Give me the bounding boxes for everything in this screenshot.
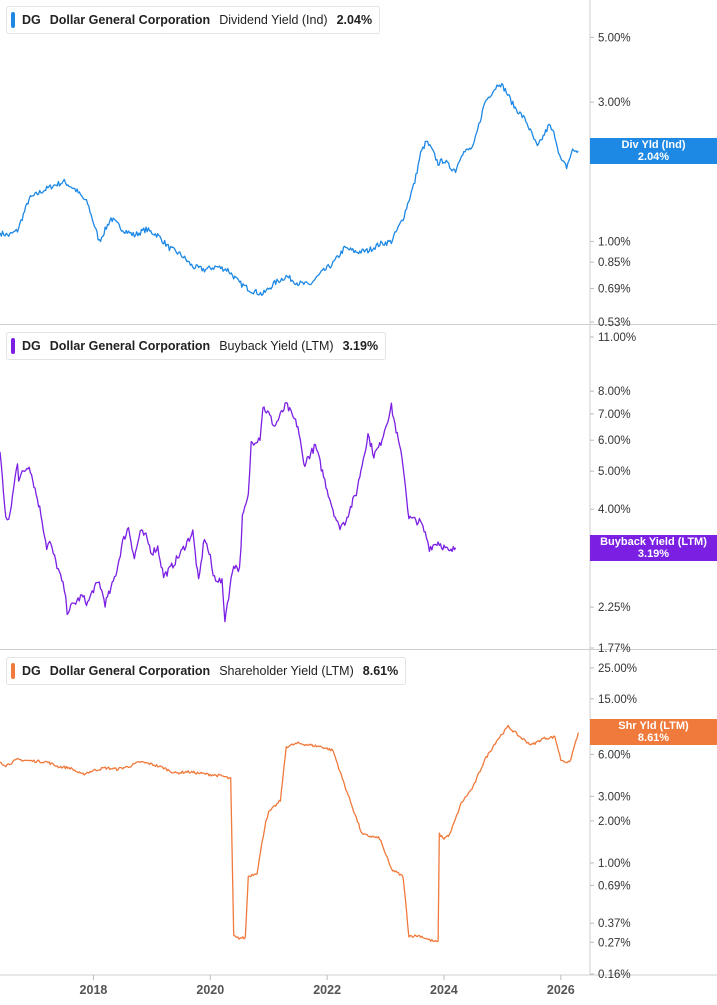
y-tick-label: 1.00% [598, 236, 631, 248]
y-tick-label: 0.85% [598, 257, 631, 269]
y-tick-label: 11.00% [598, 332, 636, 344]
series-line [0, 401, 457, 623]
legend-value: 3.19% [342, 339, 379, 353]
legend-swatch [11, 12, 15, 28]
legend-ticker: DG [22, 664, 41, 678]
y-tick-label: 6.00% [598, 749, 631, 761]
y-tick-label: 0.53% [598, 317, 631, 329]
legend-ticker: DG [22, 13, 41, 27]
legend-value: 2.04% [336, 13, 373, 27]
x-tick-label: 2026 [547, 983, 575, 997]
tag-label: Div Yld (Ind) [621, 139, 686, 152]
legend-buyback-yield: DG Dollar General Corporation Buyback Yi… [6, 332, 387, 360]
legend-metric: Dividend Yield (Ind) [219, 13, 328, 27]
y-tick-label: 1.00% [598, 858, 631, 870]
legend-company: Dollar General Corporation [49, 13, 211, 27]
legend-value: 8.61% [362, 664, 399, 678]
legend-metric: Shareholder Yield (LTM) [219, 664, 354, 678]
current-value-tag-buyback: Buyback Yield (LTM) 3.19% [590, 534, 717, 561]
tag-value: 2.04% [637, 151, 670, 164]
y-tick-label: 4.00% [598, 504, 631, 516]
y-tick-label: 2.25% [598, 602, 631, 614]
legend-shareholder-yield: DG Dollar General Corporation Shareholde… [6, 657, 407, 685]
x-tick-label: 2024 [430, 983, 458, 997]
legend-metric: Buyback Yield (LTM) [219, 339, 334, 353]
y-tick-label: 0.37% [598, 918, 631, 930]
y-tick-label: 5.00% [598, 466, 631, 478]
series-line [0, 724, 579, 943]
y-tick-label: 3.00% [598, 97, 631, 109]
x-tick-label: 2020 [196, 983, 224, 997]
y-tick-label: 6.00% [598, 435, 631, 447]
y-tick-label: 1.77% [598, 643, 631, 655]
legend-ticker: DG [22, 339, 41, 353]
y-tick-label: 8.00% [598, 386, 631, 398]
y-tick-label: 7.00% [598, 409, 631, 421]
y-tick-label: 0.69% [598, 284, 631, 296]
y-tick-label: 15.00% [598, 694, 637, 706]
series-line [0, 82, 579, 296]
tag-value: 8.61% [637, 732, 670, 745]
y-tick-label: 0.69% [598, 880, 631, 892]
tag-value: 3.19% [637, 547, 670, 560]
legend-dividend-yield: DG Dollar General Corporation Dividend Y… [6, 6, 381, 34]
tag-label: Shr Yld (LTM) [618, 720, 689, 733]
y-tick-label: 2.00% [598, 816, 631, 828]
y-tick-label: 25.00% [598, 663, 637, 675]
x-tick-label: 2022 [313, 983, 341, 997]
x-tick-label: 2018 [80, 983, 108, 997]
y-tick-label: 3.00% [598, 791, 631, 803]
legend-company: Dollar General Corporation [49, 664, 211, 678]
legend-swatch [11, 338, 15, 354]
y-tick-label: 0.27% [598, 937, 631, 949]
y-tick-label: 5.00% [598, 32, 631, 44]
legend-swatch [11, 663, 15, 679]
current-value-tag-dividend: Div Yld (Ind) 2.04% [590, 138, 717, 165]
current-value-tag-shareholder: Shr Yld (LTM) 8.61% [590, 719, 717, 746]
legend-company: Dollar General Corporation [49, 339, 211, 353]
y-tick-label: 0.16% [598, 969, 631, 981]
tag-label: Buyback Yield (LTM) [600, 535, 707, 548]
